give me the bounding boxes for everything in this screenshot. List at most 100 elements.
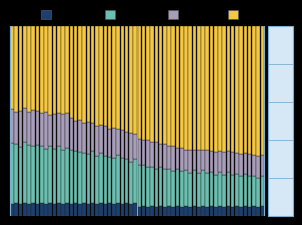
Bar (27, 204, 31, 216)
Bar (129, 27, 133, 134)
Bar (10, 109, 14, 143)
Bar (159, 167, 162, 207)
Bar (95, 156, 99, 204)
Bar (205, 150, 209, 173)
Bar (142, 27, 145, 140)
Bar (163, 27, 167, 144)
Bar (184, 171, 188, 207)
Bar (70, 151, 73, 204)
Bar (19, 147, 22, 204)
Bar (155, 207, 158, 216)
Bar (61, 27, 65, 115)
Bar (99, 203, 103, 216)
Bar (193, 207, 196, 216)
Bar (82, 203, 86, 216)
Bar (172, 207, 175, 216)
Bar (248, 177, 252, 207)
Bar (116, 203, 120, 216)
Bar (82, 27, 86, 123)
Bar (23, 27, 27, 108)
Bar (176, 148, 179, 169)
Bar (210, 173, 213, 207)
Bar (235, 154, 239, 174)
Bar (87, 204, 90, 216)
Bar (66, 114, 69, 148)
Bar (66, 27, 69, 114)
Bar (256, 179, 260, 207)
Bar (57, 114, 60, 146)
Bar (27, 113, 31, 145)
Bar (31, 110, 35, 146)
Bar (133, 203, 137, 216)
Bar (193, 150, 196, 171)
FancyBboxPatch shape (268, 27, 293, 216)
Bar (248, 154, 252, 177)
Bar (167, 27, 171, 146)
Bar (87, 27, 90, 122)
Bar (40, 27, 43, 114)
Bar (112, 158, 116, 204)
Bar (184, 150, 188, 171)
Bar (150, 167, 154, 207)
Bar (91, 152, 95, 203)
Bar (188, 27, 192, 150)
Bar (180, 171, 184, 207)
Bar (53, 149, 56, 204)
Bar (142, 207, 145, 216)
Bar (99, 125, 103, 154)
Bar (112, 27, 116, 128)
Bar (239, 207, 243, 216)
Bar (23, 108, 27, 142)
Bar (146, 167, 149, 207)
Bar (108, 27, 111, 129)
Bar (252, 176, 256, 207)
Bar (44, 113, 48, 149)
Bar (120, 130, 124, 158)
Bar (91, 203, 95, 216)
Bar (197, 150, 201, 173)
Bar (112, 128, 116, 158)
Bar (176, 27, 179, 148)
Bar (252, 27, 256, 155)
Bar (40, 114, 43, 146)
Bar (133, 159, 137, 203)
Bar (244, 207, 247, 216)
Bar (231, 27, 234, 152)
Bar (61, 115, 65, 151)
Bar (146, 141, 149, 167)
Bar (137, 139, 141, 165)
Bar (137, 27, 141, 139)
Bar (99, 27, 103, 125)
Bar (120, 27, 124, 130)
Bar (142, 165, 145, 207)
Bar (82, 154, 86, 203)
Bar (205, 27, 209, 150)
Bar (74, 152, 78, 203)
Bar (133, 27, 137, 135)
Bar (252, 207, 256, 216)
Bar (180, 207, 184, 216)
Bar (91, 123, 95, 152)
Bar (27, 145, 31, 204)
Bar (228, 11, 238, 20)
Bar (188, 150, 192, 173)
Bar (91, 27, 95, 123)
Bar (40, 203, 43, 216)
Bar (168, 11, 178, 20)
Bar (146, 207, 149, 216)
Bar (226, 207, 230, 216)
Bar (150, 27, 154, 142)
Bar (23, 203, 27, 216)
Bar (201, 27, 205, 150)
Bar (108, 158, 111, 203)
Bar (231, 207, 234, 216)
Bar (116, 155, 120, 203)
Bar (231, 175, 234, 207)
Bar (108, 129, 111, 157)
Bar (129, 204, 133, 216)
Bar (176, 207, 179, 216)
Bar (87, 122, 90, 155)
Bar (40, 146, 43, 203)
Bar (222, 207, 226, 216)
Bar (159, 144, 162, 167)
